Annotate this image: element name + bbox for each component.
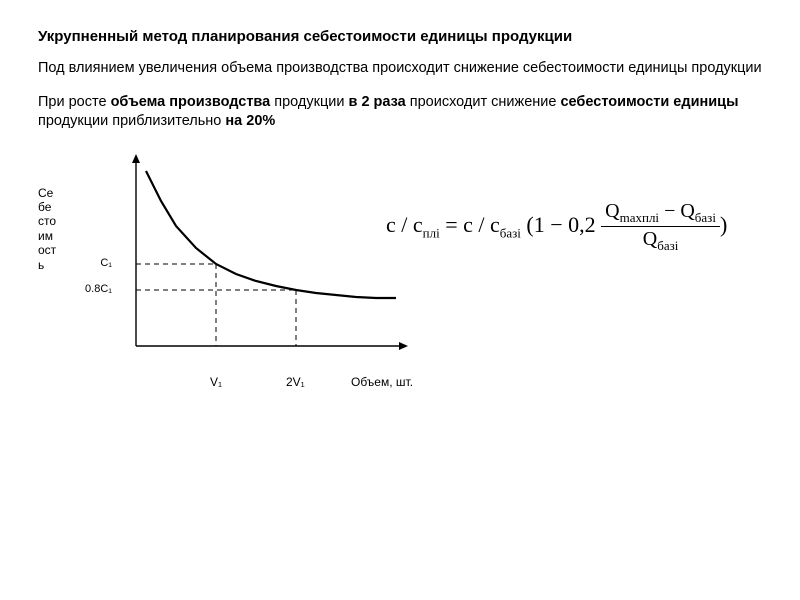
p2-text: продукции приблизительно: [38, 113, 225, 129]
y-tick-c08: 0.8С₁: [85, 283, 112, 295]
formula-eq: = с / с: [440, 212, 500, 237]
page-title: Укрупненный метод планирования себестоим…: [38, 28, 762, 45]
cost-curve-chart: [116, 146, 416, 366]
formula-sub-pli: плі: [423, 225, 440, 240]
y-tick-column: С₁ 0.8С₁: [76, 146, 116, 391]
p2-text: происходит снижение: [406, 94, 561, 110]
formula-num-sub-max: maxплі: [620, 210, 659, 225]
paragraph-1: Под влиянием увеличения объема производс…: [38, 59, 762, 79]
p2-bold-3: себестоимости единицы: [560, 94, 738, 110]
formula-num-qmax: Q: [605, 200, 619, 222]
x-axis-labels: V₁ 2V₁ Объем, шт.: [116, 371, 416, 391]
chart-and-formula-row: Себестоимость С₁ 0.8С₁ V₁ 2V₁ Объем, шт.…: [38, 146, 762, 391]
chart-column: V₁ 2V₁ Объем, шт. с / сплі = с / сбазі (…: [116, 146, 416, 391]
paragraph-2: При росте объема производства продукции …: [38, 93, 762, 132]
cost-formula: с / сплі = с / сбазі (1 − 0,2 Qmaxплі − …: [386, 201, 727, 253]
p2-text: При росте: [38, 94, 111, 110]
p2-bold-2: в 2 раза: [349, 94, 406, 110]
formula-open: (1 − 0,2: [521, 212, 601, 237]
formula-den-sub: базі: [657, 238, 678, 253]
x-tick-v1: V₁: [210, 375, 222, 389]
p2-bold-4: на 20%: [225, 113, 275, 129]
y-tick-c1: С₁: [100, 257, 112, 269]
p2-text: продукции: [270, 94, 348, 110]
formula-den-q: Q: [643, 228, 657, 250]
formula-sub-bazi: базі: [500, 225, 521, 240]
p2-bold-1: объема производства: [111, 94, 271, 110]
y-axis-label: Себестоимость: [38, 186, 76, 272]
formula-fraction: Qmaxплі − QбазіQбазі: [601, 201, 720, 253]
x-axis-label: Объем, шт.: [351, 375, 413, 389]
y-axis-label-column: Себестоимость: [38, 146, 76, 391]
formula-num-sub-bazi: базі: [695, 210, 716, 225]
formula-lhs: с / с: [386, 212, 423, 237]
formula-num-minus: − Q: [659, 200, 695, 222]
formula-close: ): [720, 212, 727, 237]
x-tick-v2: 2V₁: [286, 375, 305, 389]
